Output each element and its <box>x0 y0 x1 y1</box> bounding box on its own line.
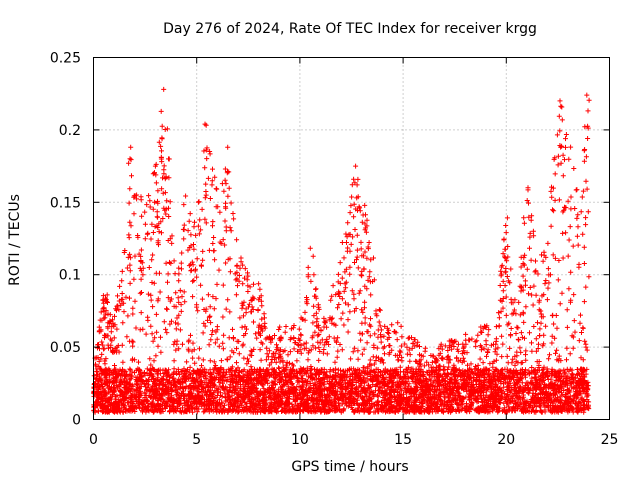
roti-points <box>91 86 592 415</box>
y-tick-label: 0 <box>72 413 81 429</box>
x-tick-label: 15 <box>394 432 412 448</box>
grid-lines <box>93 57 610 420</box>
y-tick-label: 0.1 <box>59 268 81 284</box>
x-axis-label: GPS time / hours <box>291 459 408 475</box>
y-tick-labels: 0 0.05 0.1 0.15 0.2 0.25 <box>50 51 81 429</box>
data-points <box>91 86 592 415</box>
x-tick-label: 10 <box>291 432 309 448</box>
y-axis-label: ROTI / TECUs <box>7 194 23 286</box>
y-tick-label: 0.25 <box>50 51 81 67</box>
chart-title: Day 276 of 2024, Rate Of TEC Index for r… <box>163 21 537 37</box>
x-tick-label: 25 <box>601 432 619 448</box>
y-tick-label: 0.05 <box>50 340 81 356</box>
x-tick-label: 5 <box>192 432 201 448</box>
y-tick-label: 0.2 <box>59 123 81 139</box>
y-tick-label: 0.15 <box>50 195 81 211</box>
x-tick-label: 0 <box>89 432 98 448</box>
x-tick-labels: 0 5 10 15 20 25 <box>89 432 618 448</box>
plot-frame <box>93 57 610 420</box>
axis-ticks <box>93 57 610 420</box>
x-tick-label: 20 <box>497 432 515 448</box>
